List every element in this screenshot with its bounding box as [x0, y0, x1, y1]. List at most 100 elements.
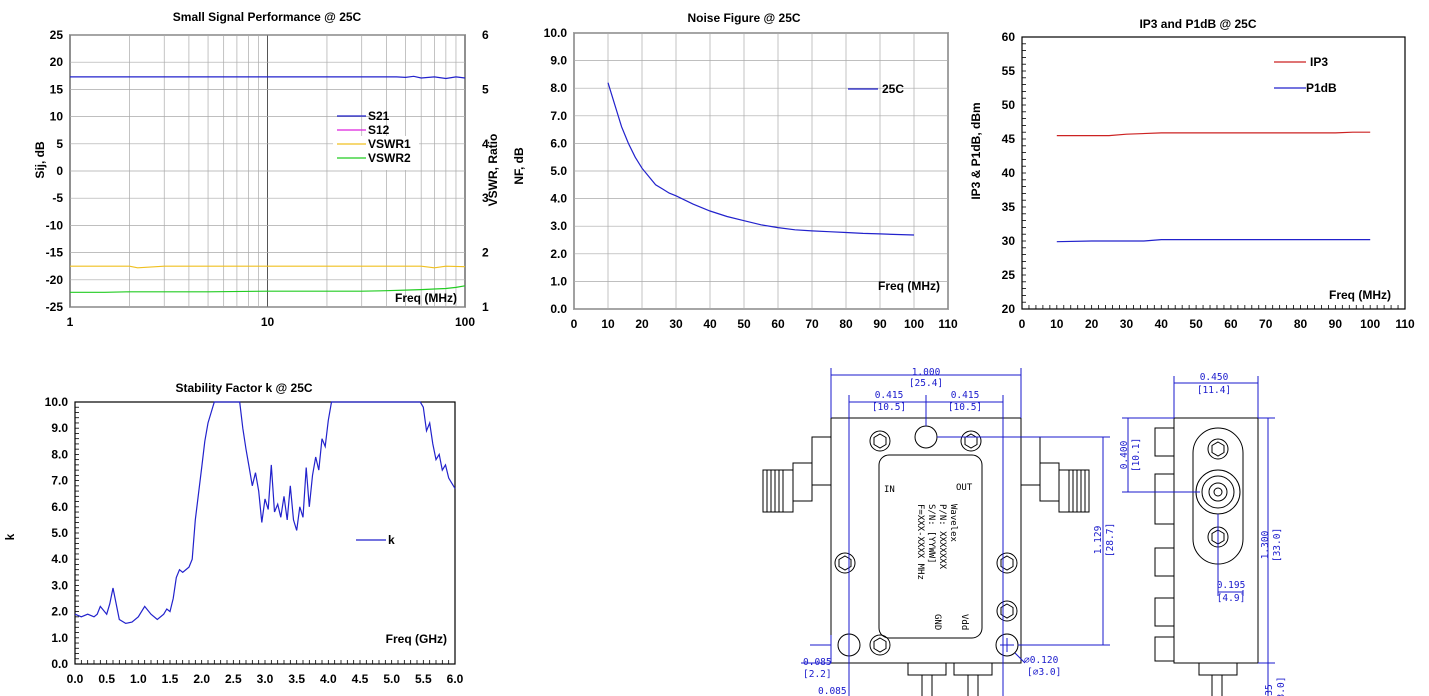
screw-icon	[869, 634, 891, 656]
dim-edge-mm: [2.2]	[803, 669, 832, 680]
small-signal-chart: 1 10 100 25 20 15 10 5 0 -5 -10 -15 -20 -25 6 5 4 3 2 1 Sma…	[33, 10, 500, 329]
y-tick-label: 20	[50, 55, 64, 69]
dim-edge2-in: 0.085	[818, 686, 847, 696]
y-tick-label: 10.0	[45, 395, 69, 409]
outline-drawing	[762, 417, 1259, 696]
y-tick-label: 0	[56, 164, 63, 178]
x-axis-label: Freq (GHz)	[386, 632, 447, 646]
dimension-lines	[801, 368, 1275, 696]
x-tick-label: 30	[669, 317, 683, 331]
dim-width-in: 1.000	[912, 367, 941, 378]
x-tick-label: 10	[601, 317, 615, 331]
y-tick-label: 1.0	[51, 631, 68, 645]
chart-title: Noise Figure @ 25C	[687, 11, 800, 25]
y2-tick-label: 4	[482, 137, 489, 151]
x-tick-label: 20	[635, 317, 649, 331]
y-tick-label: 40	[1002, 166, 1016, 180]
x-tick-label: 50	[1189, 317, 1203, 331]
x-tick-label: 0	[571, 317, 578, 331]
y-tick-label: -20	[46, 273, 64, 287]
x-tick-label: 4.0	[320, 672, 337, 686]
y-tick-label: 35	[1002, 200, 1016, 214]
label-plate	[878, 454, 983, 639]
y-tick-label: 10.0	[544, 26, 568, 40]
screw-icon	[869, 430, 891, 452]
connector-face-icon	[1195, 469, 1241, 515]
series-line-s21	[70, 75, 466, 80]
chart-title: Small Signal Performance @ 25C	[173, 10, 362, 24]
screw-icon	[996, 552, 1018, 574]
dim-body-height-mm: [28.7]	[1105, 523, 1116, 557]
y-tick-label: 4.0	[51, 552, 68, 566]
left-flange	[811, 436, 832, 486]
y2-axis-label: VSWR, Ratio	[486, 134, 500, 207]
legend-label-vswr2: VSWR2	[368, 151, 411, 165]
ip3-p1db-chart: 0 10 20 30 40 50 60 70 80 90 100 110 60 55 50 45 40 35 30 2…	[969, 17, 1415, 331]
noise-figure-chart: 0 10 20 30 40 50 60 70 80 90 100 110 10.0 9.0 8.0 7.0 6.…	[512, 11, 958, 331]
dim-half-right-mm: [10.5]	[948, 402, 982, 413]
x-axis-label: Freq (MHz)	[395, 291, 457, 305]
chart-title: Stability Factor k @ 25C	[175, 381, 312, 395]
legend-label-25c: 25C	[882, 82, 904, 96]
dim-depth-mm: [11.4]	[1197, 385, 1231, 396]
legend-label-p1db: P1dB	[1306, 81, 1337, 95]
dim-top-offset-in: 0.400	[1119, 440, 1130, 469]
x-tick-label: 0.5	[98, 672, 115, 686]
x-tick-label: 1	[67, 315, 74, 329]
x-axis-label: Freq (MHz)	[1329, 288, 1391, 302]
x-tick-label: 80	[1294, 317, 1308, 331]
pin-label-gnd: GND	[932, 614, 942, 630]
y-tick-label: 15	[50, 82, 64, 96]
x-tick-label: 50	[737, 317, 751, 331]
in-connector-icon	[762, 462, 813, 513]
y-tick-label: 9.0	[550, 54, 567, 68]
chart-title: IP3 and P1dB @ 25C	[1139, 17, 1256, 31]
screw-icon	[834, 552, 856, 574]
y2-tick-label: 3	[482, 191, 489, 205]
pin-label-vdd: Vdd	[959, 614, 969, 630]
x-tick-label: 90	[873, 317, 887, 331]
series-line-25c	[607, 82, 915, 236]
y-tick-label: 8.0	[550, 81, 567, 95]
legend-label-vswr1: VSWR1	[368, 137, 411, 151]
legend-label-s12: S12	[368, 123, 390, 137]
y2-tick-label: 6	[482, 28, 489, 42]
dim-top-offset-mm: [10.1]	[1131, 438, 1142, 472]
x-tick-label: 40	[703, 317, 717, 331]
dim-partial-in: 35	[1264, 684, 1275, 695]
y-tick-label: -15	[46, 246, 64, 260]
series-line-ip3	[1056, 131, 1371, 137]
x-tick-label: 5.0	[383, 672, 400, 686]
y-tick-label: 6.0	[550, 136, 567, 150]
x-tick-label: 80	[839, 317, 853, 331]
dim-depth-in: 0.450	[1200, 372, 1229, 383]
y2-tick-label: 5	[482, 82, 489, 96]
y-axis-label: Sij, dB	[33, 141, 47, 179]
dim-width-mm: [25.4]	[909, 378, 943, 389]
dim-half-right-in: 0.415	[951, 390, 980, 401]
legend: IP3 P1dB	[1274, 55, 1337, 95]
y-tick-label: 5.0	[51, 526, 68, 540]
y-tick-label: 25	[50, 28, 64, 42]
x-tick-label: 20	[1085, 317, 1099, 331]
screw-icon	[960, 430, 982, 452]
legend: 25C	[848, 82, 904, 96]
x-tick-label: 60	[1224, 317, 1238, 331]
plate-line-3: S/N: [YYWW]	[926, 504, 936, 564]
dim-partial-mm: 3.0]	[1276, 677, 1287, 696]
y-tick-label: 20	[1002, 302, 1016, 316]
series-line-vswr2	[70, 285, 466, 293]
x-tick-label: 100	[1360, 317, 1380, 331]
port-label-out: OUT	[956, 483, 973, 493]
y-tick-label: 55	[1002, 64, 1016, 78]
y-tick-label: -25	[46, 300, 64, 314]
y-axis-label: k	[3, 533, 17, 540]
dim-edge-in: 0.085	[803, 657, 832, 668]
x-tick-label: 70	[805, 317, 819, 331]
x-tick-label: 100	[904, 317, 924, 331]
series-line-k	[74, 401, 456, 625]
dim-side-height-in: 1.300	[1260, 530, 1271, 559]
y-tick-label: 4.0	[550, 192, 567, 206]
legend: k	[354, 529, 402, 547]
